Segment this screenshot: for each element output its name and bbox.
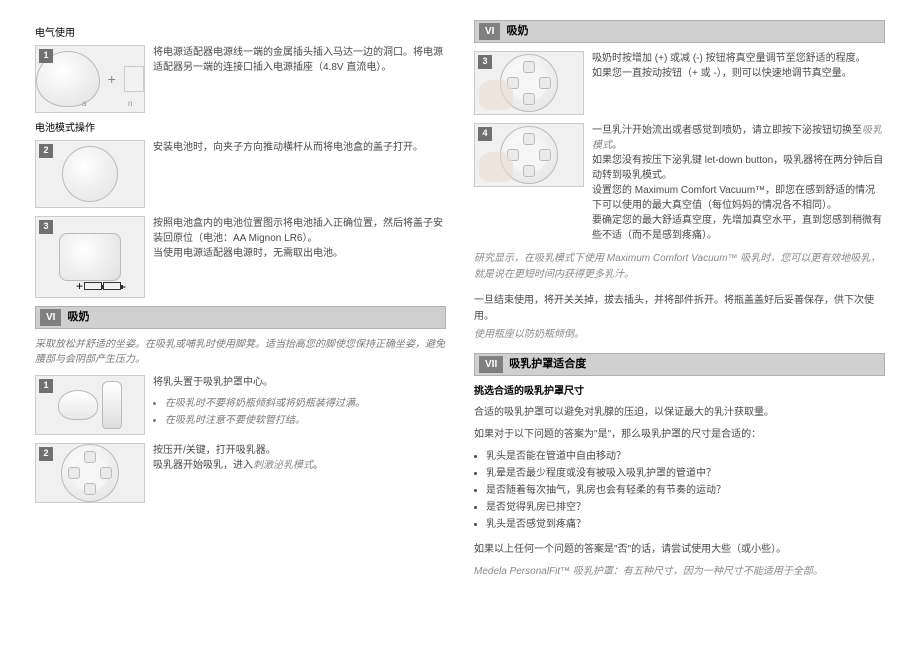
elec-step-1-number: 1 [39,49,53,63]
section-vi-header-right: VI 吸奶 [474,20,885,43]
express-step-4-number: 4 [478,127,492,141]
batt-step-2-number: 2 [39,144,53,158]
express-step-4-line1a: 一旦乳汁开始流出或者感觉到喷奶，请立即按下泌按钮切换至 [592,125,862,136]
label-a: a [82,98,86,110]
section-vi-title-right: 吸奶 [506,23,528,40]
section-vi-number-left: VI [40,309,61,326]
left-column: 电气使用 1 + a n 将电源适配器电源线一端的金属插头插入马达一边的洞口。将… [35,20,446,586]
heading-battery-mode: 电池模式操作 [35,121,446,136]
shield-fit-p3: 如果以上任何一个问题的答案是"否"的话，请尝试使用大些（或小些）。 [474,542,885,558]
express-bullet-list: 在吸乳时不要将奶瓶倾斜或将奶瓶装得过满。 在吸乳时注意不要使软管打结。 [165,396,446,428]
batt-step-2-text: 安装电池时，向夹子方向推动横杆从而将电池盒的盖子打开。 [153,140,446,155]
breast-shield-illustration [58,390,98,420]
control-pad-illustration [61,444,119,502]
express-step-2-em: 刺激泌乳模式 [253,460,313,471]
section-vi-title-left: 吸奶 [67,309,89,326]
section-vii-title: 吸乳护罩适合度 [509,356,586,373]
express-step-4-line4: 要确定您的最大舒适真空度，先增加真空水平，直到您感到稍微有些不适（而不是感到疼痛… [592,213,885,243]
batt-step-3: 3 +- 按照电池盒内的电池位置图示将电池插入正确位置，然后将盖子安装回原位（电… [35,216,446,298]
express-step-4-text-block: 一旦乳汁开始流出或者感觉到喷奶，请立即按下泌按钮切换至吸乳模式。 如果您没有按压… [592,123,885,243]
express-step-2-text2-wrap: 吸乳器开始吸乳，进入刺激泌乳模式。 [153,458,446,473]
shield-fit-p1: 合适的吸乳护罩可以避免对乳腺的压迫，以保证最大的乳汁获取量。 [474,405,885,421]
express-step-1: 1 将乳头置于吸乳护罩中心。 在吸乳时不要将奶瓶倾斜或将奶瓶装得过满。 在吸乳时… [35,375,446,435]
battery-cover-illustration [62,146,118,202]
express-step-2-end: 。 [313,460,323,471]
page-root: 电气使用 1 + a n 将电源适配器电源线一端的金属插头插入马达一边的洞口。将… [35,20,885,586]
express-step-2-number: 2 [39,447,53,461]
shield-fit-subheading: 挑选合适的吸乳护罩尺寸 [474,384,885,399]
batt-step-2-image: 2 [35,140,145,208]
batt-step-3-text: 按照电池盒内的电池位置图示将电池插入正确位置，然后将盖子安装回原位（电池：AA … [153,216,446,261]
express-step-2-image: 2 [35,443,145,503]
section-vi-intro: 采取放松并舒适的坐姿。在吸乳或哺乳时使用脚凳。适当抬高您的脚使您保持正确坐姿，避… [35,337,446,367]
shield-q2: 乳晕是否最少程度或没有被吸入吸乳护罩的管道中？ [486,466,885,481]
express-step-4-line3: 设置您的 Maximum Comfort Vacuum™，即您在感到舒适的情况下… [592,183,885,213]
express-step-3: 3 吸奶时按增加 (+) 或减 (-) 按钮将真空量调节至您舒适的程度。 如果您… [474,51,885,115]
section-vii-number: VII [479,356,503,373]
section-vii-header: VII 吸乳护罩适合度 [474,353,885,376]
express-step-4-line1c: 。 [612,140,622,151]
shield-q4: 是否觉得乳房已排空？ [486,500,885,515]
shield-q5: 乳头是否感觉到疼痛？ [486,517,885,532]
express-step-4: 4 一旦乳汁开始流出或者感觉到喷奶，请立即按下泌按钮切换至吸乳模式。 如果您没有… [474,123,885,243]
bottle-illustration [102,381,122,429]
hand-illustration [479,80,513,110]
shield-fit-questions: 乳头是否能在管道中自由移动？ 乳晕是否最少程度或没有被吸入吸乳护罩的管道中？ 是… [486,449,885,532]
plus-icon: + [108,69,116,90]
shield-q3: 是否随着每次抽气，乳房也会有轻柔的有节奏的运动？ [486,483,885,498]
express-step-1-text-block: 将乳头置于吸乳护罩中心。 在吸乳时不要将奶瓶倾斜或将奶瓶装得过满。 在吸乳时注意… [153,375,446,430]
elec-step-1-image: 1 + a n [35,45,145,113]
battery-compartment-illustration [59,233,121,281]
label-n: n [128,98,132,110]
elec-step-1-text: 将电源适配器电源线一端的金属插头插入马达一边的洞口。将电源适配器另一端的连接口插… [153,45,446,75]
shield-q1: 乳头是否能在管道中自由移动？ [486,449,885,464]
express-step-3-text2: 如果您一直按动按钮（+ 或 -），则可以快速地调节真空量。 [592,66,885,81]
express-bullet-2: 在吸乳时注意不要使软管打结。 [165,413,446,428]
batt-step-2: 2 安装电池时，向夹子方向推动横杆从而将电池盒的盖子打开。 [35,140,446,208]
express-step-2-text-block: 按压开/关键，打开吸乳器。 吸乳器开始吸乳，进入刺激泌乳模式。 [153,443,446,473]
express-step-1-text: 将乳头置于吸乳护罩中心。 [153,375,446,390]
batt-step-3-text1: 按照电池盒内的电池位置图示将电池插入正确位置，然后将盖子安装回原位（电池：AA … [153,218,443,244]
express-step-1-image: 1 [35,375,145,435]
adapter-illustration [124,66,144,92]
elec-step-1: 1 + a n 将电源适配器电源线一端的金属插头插入马达一边的洞口。将电源适配器… [35,45,446,113]
heading-electric-use: 电气使用 [35,26,446,41]
express-step-4-image: 4 [474,123,584,187]
closing-instruction-1: 一旦结束使用，将开关关掉，拔去插头，并将部件拆开。将瓶盖盖好后妥善保存，供下次使… [474,293,885,325]
batt-step-3-number: 3 [39,220,53,234]
right-column: VI 吸奶 3 吸奶时按增加 (+) 或减 (-) 按钮将真空量调节至您舒适的程… [474,20,885,586]
hand-illustration-2 [479,152,513,182]
research-note: 研究显示，在吸乳模式下使用 Maximum Comfort Vacuum™ 吸乳… [474,251,885,283]
section-vi-header-left: VI 吸奶 [35,306,446,329]
express-step-3-text1: 吸奶时按增加 (+) 或减 (-) 按钮将真空量调节至您舒适的程度。 [592,51,885,66]
batt-step-3-text2: 当使用电源适配器电源时，无需取出电池。 [153,248,343,259]
express-step-3-number: 3 [478,55,492,69]
shield-fit-footer: Medela PersonalFit™ 吸乳护罩：有五种尺寸，因为一种尺寸不能适… [474,564,885,580]
express-step-2-text1: 按压开/关键，打开吸乳器。 [153,443,446,458]
express-step-1-number: 1 [39,379,53,393]
express-step-2: 2 按压开/关键，打开吸乳器。 吸乳器开始吸乳，进入刺激泌乳模式。 [35,443,446,503]
express-step-4-line1-wrap: 一旦乳汁开始流出或者感觉到喷奶，请立即按下泌按钮切换至吸乳模式。 [592,123,885,153]
battery-polarity-icon: +- [76,277,126,295]
batt-step-3-image: 3 +- [35,216,145,298]
shield-fit-p2: 如果对于以下问题的答案为"是"，那么吸乳护罩的尺寸是合适的： [474,427,885,443]
express-step-3-image: 3 [474,51,584,115]
express-step-2-text2: 吸乳器开始吸乳，进入 [153,460,253,471]
express-bullet-1: 在吸乳时不要将奶瓶倾斜或将奶瓶装得过满。 [165,396,446,411]
express-step-3-text-block: 吸奶时按增加 (+) 或减 (-) 按钮将真空量调节至您舒适的程度。 如果您一直… [592,51,885,81]
closing-instruction-2: 使用瓶座以防奶瓶倾倒。 [474,327,885,343]
section-vi-number-right: VI [479,23,500,40]
express-step-4-line2: 如果您没有按压下泌乳键 let-down button，吸乳器将在两分钟后自动转… [592,153,885,183]
